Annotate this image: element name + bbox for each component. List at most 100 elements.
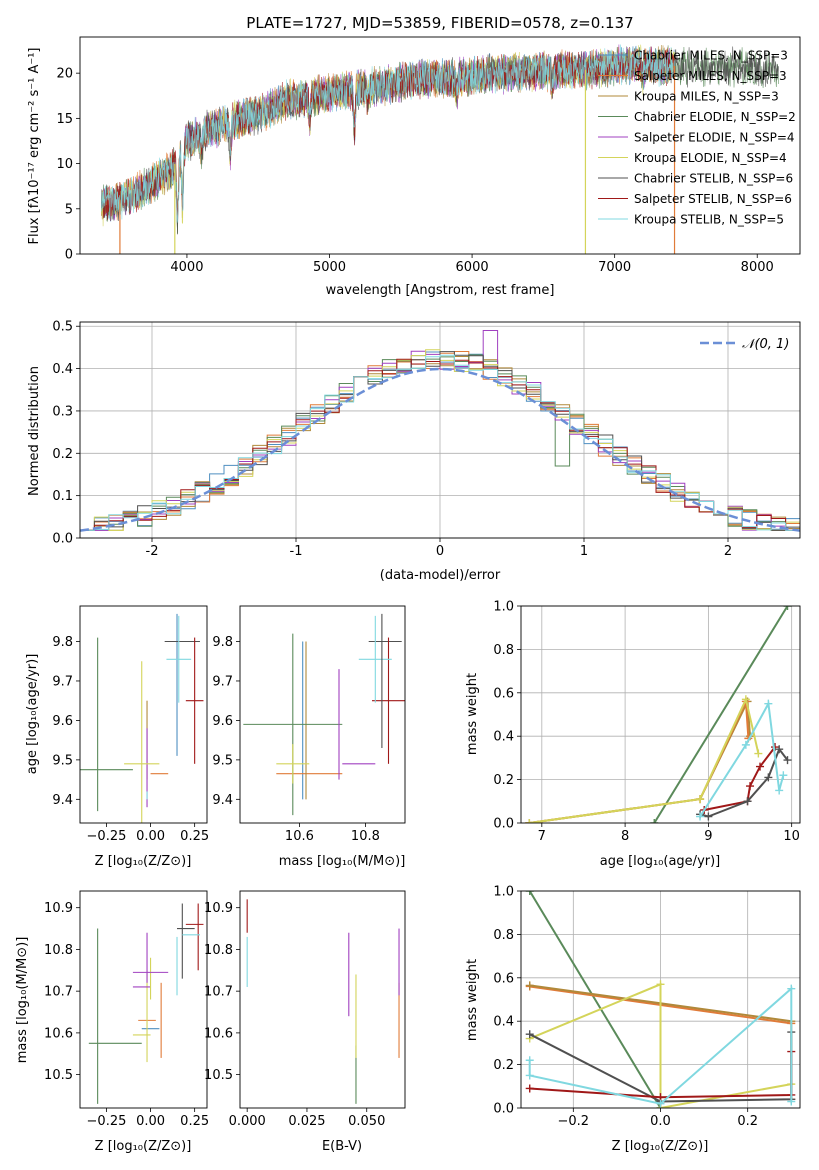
weight-marker bbox=[696, 812, 705, 821]
x-tick-label: 10 bbox=[783, 829, 800, 844]
y-tick-label: 9.8 bbox=[212, 635, 233, 650]
weight-marker bbox=[764, 773, 773, 782]
y-tick-label: 20 bbox=[56, 67, 73, 82]
y-tick-label: 0.4 bbox=[52, 362, 73, 377]
axes-frame bbox=[79, 890, 208, 1109]
weight-marker bbox=[650, 819, 659, 823]
y-tick-label: 0.1 bbox=[52, 489, 73, 504]
spectrum-xlabel: wavelength [Angstrom, rest frame] bbox=[326, 283, 555, 298]
y-tick-label: 9.8 bbox=[52, 635, 73, 650]
y-tick-label: 0.4 bbox=[493, 1015, 514, 1030]
plot-content bbox=[80, 330, 800, 532]
y-tick-label: 0 bbox=[65, 248, 73, 263]
y-tick-label: 9.4 bbox=[52, 793, 73, 808]
y-tick-label: 10.9 bbox=[44, 901, 73, 916]
gaussian-curve bbox=[80, 367, 800, 532]
y-tick-label: 0.2 bbox=[52, 447, 73, 462]
legend-entry: Kroupa STELIB, N_SSP=5 bbox=[634, 213, 784, 227]
weight-marker bbox=[775, 786, 784, 795]
y-tick-label: 0.5 bbox=[52, 320, 73, 335]
histogram-kroupa-stelib bbox=[80, 354, 800, 531]
weight-marker bbox=[756, 762, 765, 771]
histogram-salpeter-stelib bbox=[80, 358, 800, 531]
y-tick-label: 0.8 bbox=[493, 643, 514, 658]
x-tick-label: −0.2 bbox=[558, 1114, 590, 1129]
weight-line-kroupa-stelib bbox=[699, 700, 785, 818]
x-tick-label: −0.25 bbox=[87, 829, 127, 844]
plot-content bbox=[243, 613, 405, 816]
weight-marker bbox=[525, 1030, 534, 1039]
weight-marker bbox=[764, 699, 773, 708]
plot-content bbox=[80, 613, 204, 823]
weight-marker bbox=[775, 745, 784, 754]
x-tick-label: 4000 bbox=[170, 260, 203, 275]
x-tick-label: 7 bbox=[538, 829, 546, 844]
axes-frame bbox=[520, 605, 801, 824]
mass-weight-vs-metallicity-ylabel: mass weight bbox=[465, 959, 480, 1041]
mass-vs-metallicity-panel: −0.25 0.00 0.25 10.5 10.6 10.7 10.8 10.9 Z [log… bbox=[15, 890, 209, 1154]
weight-line-kroupa-elodie bbox=[529, 696, 760, 823]
x-tick-label: 10.6 bbox=[285, 829, 314, 844]
y-tick-label: 0.2 bbox=[493, 1058, 514, 1073]
y-tick-label: 0.8 bbox=[493, 928, 514, 943]
x-tick-label: 8 bbox=[621, 829, 629, 844]
age-vs-metallicity-ylabel: age [log₁₀(age/yr)] bbox=[25, 654, 40, 775]
mass-weight-vs-age-ylabel: mass weight bbox=[465, 673, 480, 755]
weight-marker bbox=[525, 891, 534, 895]
mass-vs-ebv-plot-area: 0.000 0.025 0.050 10.5 10.6 10.7 10.8 10.9 bbox=[204, 890, 406, 1129]
weight-marker bbox=[787, 984, 796, 993]
histogram-chabrier-stelib bbox=[80, 351, 800, 531]
weight-marker bbox=[746, 782, 755, 791]
spectrum-line-kroupa-stelib bbox=[101, 44, 675, 223]
axis-group: 7 8 9 10 0.0 0.2 0.4 0.6 0.8 1.0 bbox=[493, 600, 800, 845]
residuals-legend: 𝒩(0, 1) bbox=[700, 337, 789, 352]
x-tick-label: 0.025 bbox=[288, 1114, 325, 1129]
x-tick-label: 0.2 bbox=[737, 1114, 758, 1129]
y-tick-label: 10.9 bbox=[204, 901, 233, 916]
mass-vs-metallicity-plot-area: −0.25 0.00 0.25 10.5 10.6 10.7 10.8 10.9 bbox=[44, 890, 209, 1129]
residuals-xlabel: (data-model)/error bbox=[380, 568, 501, 583]
y-tick-label: 10.6 bbox=[204, 1026, 233, 1041]
legend-entry: Chabrier STELIB, N_SSP=6 bbox=[634, 172, 793, 186]
mass-weight-vs-age-panel: 7 8 9 10 0.0 0.2 0.4 0.6 0.8 1.0 age [log₁₀(age/y… bbox=[465, 600, 801, 869]
x-tick-label: 8000 bbox=[741, 260, 774, 275]
y-tick-label: 10.6 bbox=[44, 1026, 73, 1041]
axis-group: −0.2 0.0 0.2 0.0 0.2 0.4 0.6 0.8 1.0 bbox=[493, 885, 758, 1130]
y-tick-label: 0.2 bbox=[493, 773, 514, 788]
legend-entry: Kroupa MILES, N_SSP=3 bbox=[634, 90, 779, 104]
x-tick-label: 0.000 bbox=[229, 1114, 266, 1129]
y-tick-label: 0.3 bbox=[52, 404, 73, 419]
spectrum-ylabel: Flux [fλ10⁻¹⁷ erg cm⁻² s⁻¹ A⁻¹] bbox=[27, 48, 42, 245]
spectrum-panel: PLATE=1727, MJD=53859, FIBERID=0578, z=0… bbox=[27, 14, 801, 298]
y-tick-label: 1.0 bbox=[493, 600, 514, 615]
axis-group: −0.25 0.00 0.25 10.5 10.6 10.7 10.8 10.9 bbox=[44, 901, 209, 1129]
x-tick-label: 0 bbox=[436, 544, 444, 559]
y-tick-label: 9.5 bbox=[212, 753, 233, 768]
y-tick-label: 0.0 bbox=[52, 532, 73, 547]
spectrum-title: PLATE=1727, MJD=53859, FIBERID=0578, z=0… bbox=[246, 14, 633, 32]
residuals-panel: -2 -1 0 1 2 0.0 0.1 0.2 0.3 0.4 0.5 𝒩(0, 1) (data-m… bbox=[27, 320, 801, 583]
y-tick-label: 10.5 bbox=[44, 1068, 73, 1083]
x-tick-label: 0.050 bbox=[348, 1114, 385, 1129]
weight-marker bbox=[779, 771, 788, 780]
y-tick-label: 9.7 bbox=[52, 674, 73, 689]
age-vs-mass-xlabel: mass [log₁₀(M/M⊙)] bbox=[279, 854, 406, 869]
weight-marker bbox=[743, 797, 752, 806]
age-vs-mass-panel: 10.6 10.8 9.4 9.5 9.6 9.7 9.8 mass [log₁₀(M/M⊙… bbox=[212, 605, 406, 869]
x-tick-label: 0.00 bbox=[136, 1114, 165, 1129]
weight-line-chabrier-elodie bbox=[528, 891, 662, 1108]
weight-line-kroupa-elodie bbox=[529, 982, 792, 1108]
legend-entry: Chabrier ELODIE, N_SSP=2 bbox=[634, 110, 796, 124]
axis-group: 0.000 0.025 0.050 10.5 10.6 10.7 10.8 10.9 bbox=[204, 901, 385, 1129]
y-tick-label: 10.8 bbox=[44, 943, 73, 958]
mass-vs-ebv-panel: 0.000 0.025 0.050 10.5 10.6 10.7 10.8 10.9 E(B-… bbox=[204, 890, 406, 1154]
plot-content bbox=[525, 891, 796, 1108]
weight-marker bbox=[525, 1084, 534, 1093]
mass-weight-vs-metallicity-xlabel: Z [log₁₀(Z/Z⊙)] bbox=[612, 1139, 709, 1154]
axes-frame bbox=[239, 605, 406, 824]
axis-group: −0.25 0.00 0.25 9.4 9.5 9.6 9.7 9.8 bbox=[52, 635, 209, 844]
weight-marker bbox=[696, 795, 705, 804]
y-tick-label: 15 bbox=[56, 112, 73, 127]
axes-frame bbox=[79, 605, 208, 824]
y-tick-label: 0.6 bbox=[493, 686, 514, 701]
